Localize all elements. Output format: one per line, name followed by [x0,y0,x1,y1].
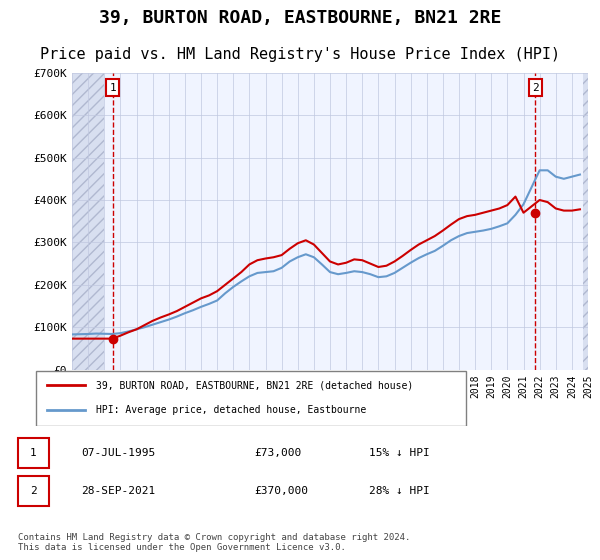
Text: 07-JUL-1995: 07-JUL-1995 [81,448,155,458]
Text: £73,000: £73,000 [254,448,301,458]
Text: 28-SEP-2021: 28-SEP-2021 [81,486,155,496]
Text: 28% ↓ HPI: 28% ↓ HPI [369,486,430,496]
Text: Contains HM Land Registry data © Crown copyright and database right 2024.
This d: Contains HM Land Registry data © Crown c… [18,533,410,552]
Text: 1: 1 [30,448,37,458]
Text: 1: 1 [109,83,116,92]
Bar [72,73,104,370]
Text: 2: 2 [30,486,37,496]
FancyBboxPatch shape [18,438,49,468]
Text: 15% ↓ HPI: 15% ↓ HPI [369,448,430,458]
Text: HPI: Average price, detached house, Eastbourne: HPI: Average price, detached house, East… [96,405,367,415]
Bar [583,73,588,370]
FancyBboxPatch shape [35,371,466,426]
Text: £370,000: £370,000 [254,486,308,496]
Text: 39, BURTON ROAD, EASTBOURNE, BN21 2RE: 39, BURTON ROAD, EASTBOURNE, BN21 2RE [99,9,501,27]
FancyBboxPatch shape [18,476,49,506]
Text: Price paid vs. HM Land Registry's House Price Index (HPI): Price paid vs. HM Land Registry's House … [40,47,560,62]
Text: 39, BURTON ROAD, EASTBOURNE, BN21 2RE (detached house): 39, BURTON ROAD, EASTBOURNE, BN21 2RE (d… [96,380,413,390]
Text: 2: 2 [532,83,539,92]
